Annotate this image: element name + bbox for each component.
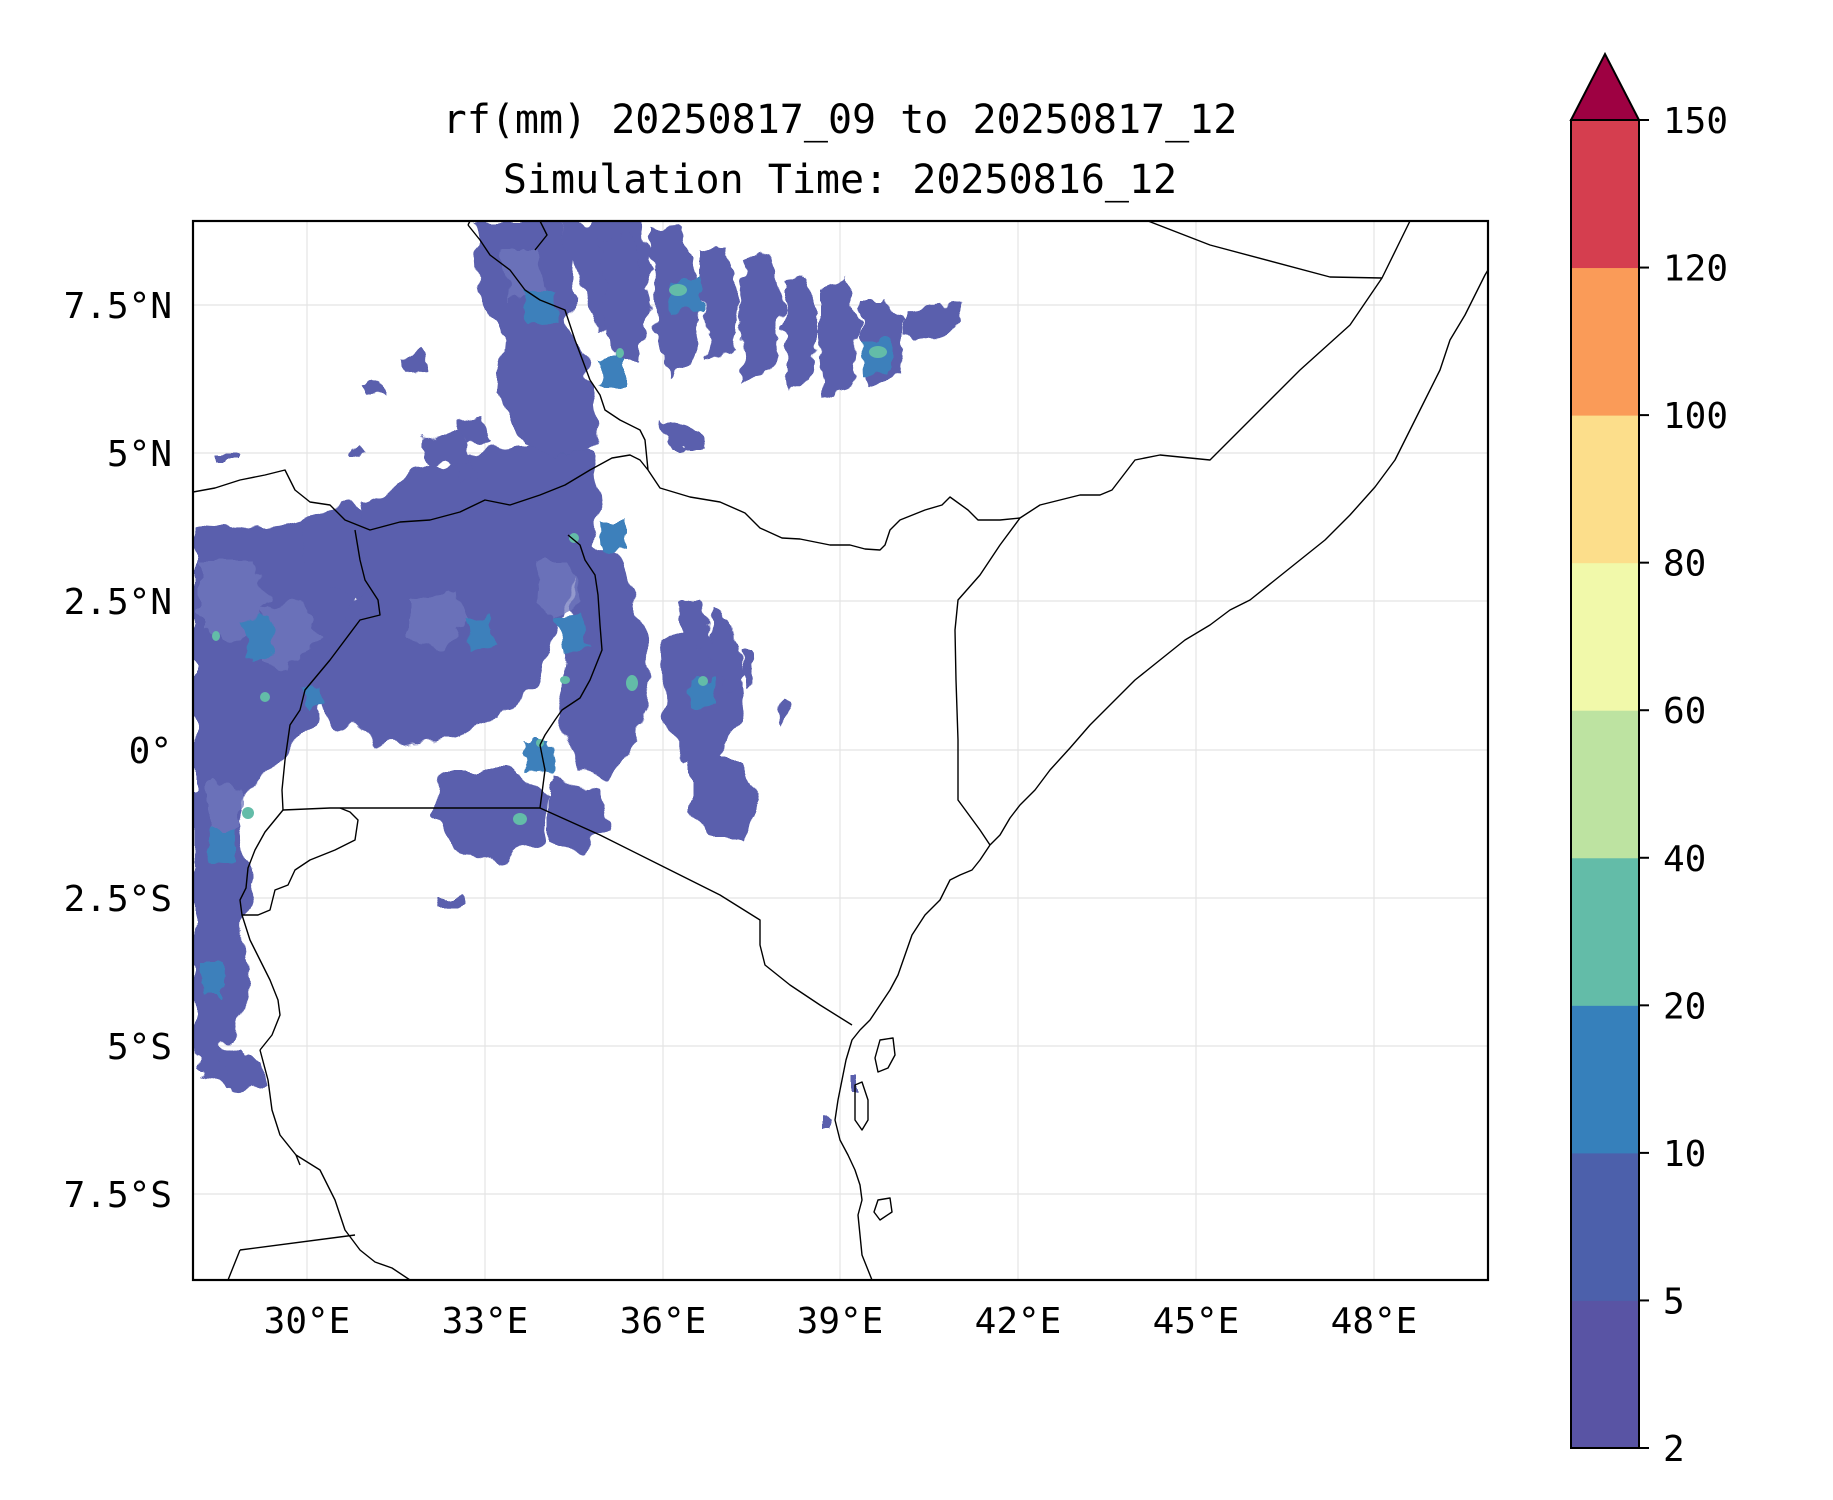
rainfall-5-10mm: [193, 221, 856, 1128]
rainfall-streaks: [215, 225, 965, 725]
rainfall-field: [193, 221, 965, 1128]
map-frame: [191, 219, 1490, 1282]
colorbar-segment-3: [1571, 857, 1639, 1006]
colorbar-tick-label: 150: [1663, 101, 1728, 142]
colorbar-tick-label: 100: [1663, 396, 1728, 437]
map-axes: 30°E 33°E 36°E 39°E 42°E 45°E 48°E 7.5°N…: [64, 219, 1490, 1342]
y-tick-5s: 5°S: [107, 1027, 172, 1068]
colorbar-segment-0: [1571, 1300, 1639, 1449]
y-tick-0: 0°: [129, 731, 172, 772]
colorbar-segment-2: [1571, 1005, 1639, 1154]
colorbar-tick-label: 20: [1663, 986, 1706, 1027]
colorbar-segment-6: [1571, 415, 1639, 564]
colorbar-tick-label: 5: [1663, 1281, 1685, 1322]
colorbar-tick-label: 2: [1663, 1429, 1685, 1470]
x-tick-48e: 48°E: [1331, 1301, 1418, 1342]
x-tick-30e: 30°E: [264, 1301, 351, 1342]
colorbar-extend-arrow: [1569, 51, 1641, 121]
colorbar-segment-4: [1571, 710, 1639, 859]
x-tick-labels: 30°E 33°E 36°E 39°E 42°E 45°E 48°E: [264, 1301, 1418, 1342]
x-tick-42e: 42°E: [975, 1301, 1062, 1342]
colorbar-outline: [1570, 119, 1640, 1449]
x-tick-33e: 33°E: [442, 1301, 529, 1342]
colorbar: 2 5 10 20 40 60 80 100 120 150: [1569, 51, 1728, 1470]
colorbar-tick-label: 10: [1663, 1134, 1706, 1175]
title-line-1: rf(mm) 20250817_09 to 20250817_12: [443, 97, 1238, 143]
title-line-2: Simulation Time: 20250816_12: [503, 157, 1177, 203]
y-tick-labels: 7.5°N 5°N 2.5°N 0° 2.5°S 5°S 7.5°S: [64, 286, 172, 1216]
colorbar-tick-label: 40: [1663, 839, 1706, 880]
y-tick-2-5s: 2.5°S: [64, 879, 172, 920]
x-tick-39e: 39°E: [797, 1301, 884, 1342]
colorbar-segment-1: [1571, 1152, 1639, 1301]
y-tick-7-5n: 7.5°N: [64, 286, 172, 327]
x-tick-36e: 36°E: [620, 1301, 707, 1342]
gridlines: [193, 221, 1488, 1280]
y-tick-7-5s: 7.5°S: [64, 1175, 172, 1216]
colorbar-tick-label: 120: [1663, 249, 1728, 290]
y-tick-5n: 5°N: [107, 434, 172, 475]
country-borders: [193, 221, 1488, 1280]
colorbar-tick-label: 80: [1663, 544, 1706, 585]
y-tick-2-5n: 2.5°N: [64, 582, 172, 623]
x-tick-45e: 45°E: [1153, 1301, 1240, 1342]
colorbar-segment-5: [1571, 562, 1639, 711]
colorbar-segment-8: [1571, 120, 1639, 269]
colorbar-segment-7: [1571, 267, 1639, 416]
colorbar-tick-label: 60: [1663, 691, 1706, 732]
rainfall-20-40mm: [212, 284, 887, 825]
